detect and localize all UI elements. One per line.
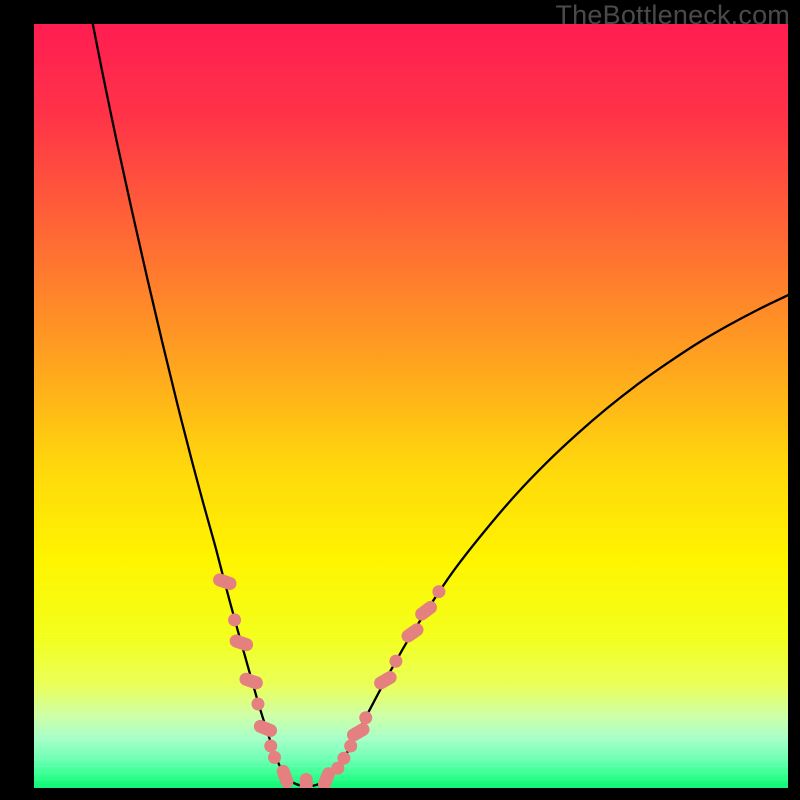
watermark-label: TheBottleneck.com xyxy=(555,0,790,31)
bottleneck-chart xyxy=(0,0,800,800)
chart-frame: TheBottleneck.com xyxy=(0,0,800,800)
